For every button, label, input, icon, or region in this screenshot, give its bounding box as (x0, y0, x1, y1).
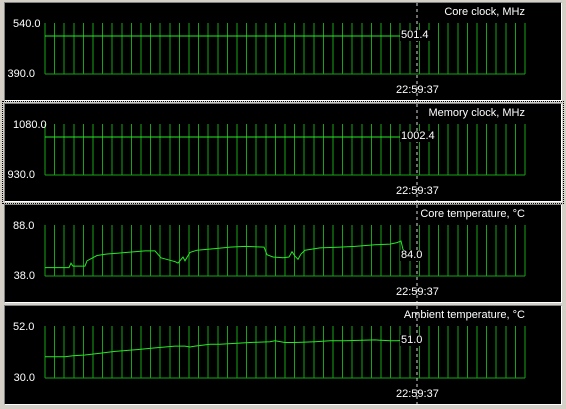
current-value-label: 51.0 (400, 333, 424, 346)
current-value-label: 1002.4 (400, 130, 436, 142)
graph-canvas (44, 306, 526, 404)
cursor-time-label: 22:59:37 (396, 286, 439, 298)
y-axis-max-label: 1080.0 (13, 119, 47, 131)
cursor-time-label: 22:59:37 (396, 84, 439, 96)
data-series-line (45, 240, 421, 269)
cursor-time-label: 22:59:37 (396, 185, 439, 197)
y-axis-max-label: 88.0 (13, 220, 35, 232)
y-axis-min-label: 30.0 (13, 372, 35, 384)
y-axis-min-label: 930.0 (7, 169, 35, 181)
graph-core-temperature[interactable]: Core temperature, °C 88.0 38.0 22:59:37 … (4, 204, 562, 303)
graph-canvas (44, 3, 526, 100)
graph-title: Memory clock, MHz (428, 107, 525, 119)
graph-title: Ambient temperature, °C (403, 309, 525, 321)
cursor-time-label: 22:59:37 (396, 388, 439, 400)
current-value-label: 501.4 (400, 29, 430, 41)
graph-title: Core temperature, °C (420, 208, 525, 220)
data-series-line (45, 339, 420, 358)
y-axis-min-label: 38.0 (13, 270, 35, 282)
graph-ambient-temperature[interactable]: Ambient temperature, °C 52.0 30.0 22:59:… (4, 305, 562, 405)
y-axis-max-label: 540.0 (13, 18, 41, 30)
graph-memory-clock[interactable]: Memory clock, MHz 1080.0 930.0 22:59:37 … (2, 101, 564, 204)
graph-title: Core clock, MHz (444, 6, 525, 18)
y-axis-min-label: 390.0 (7, 68, 35, 80)
graph-core-clock[interactable]: Core clock, MHz 540.0 390.0 22:59:37 501… (4, 2, 562, 101)
current-value-label: 84.0 (400, 249, 424, 262)
y-axis-max-label: 52.0 (13, 321, 35, 333)
graph-canvas (44, 205, 526, 302)
